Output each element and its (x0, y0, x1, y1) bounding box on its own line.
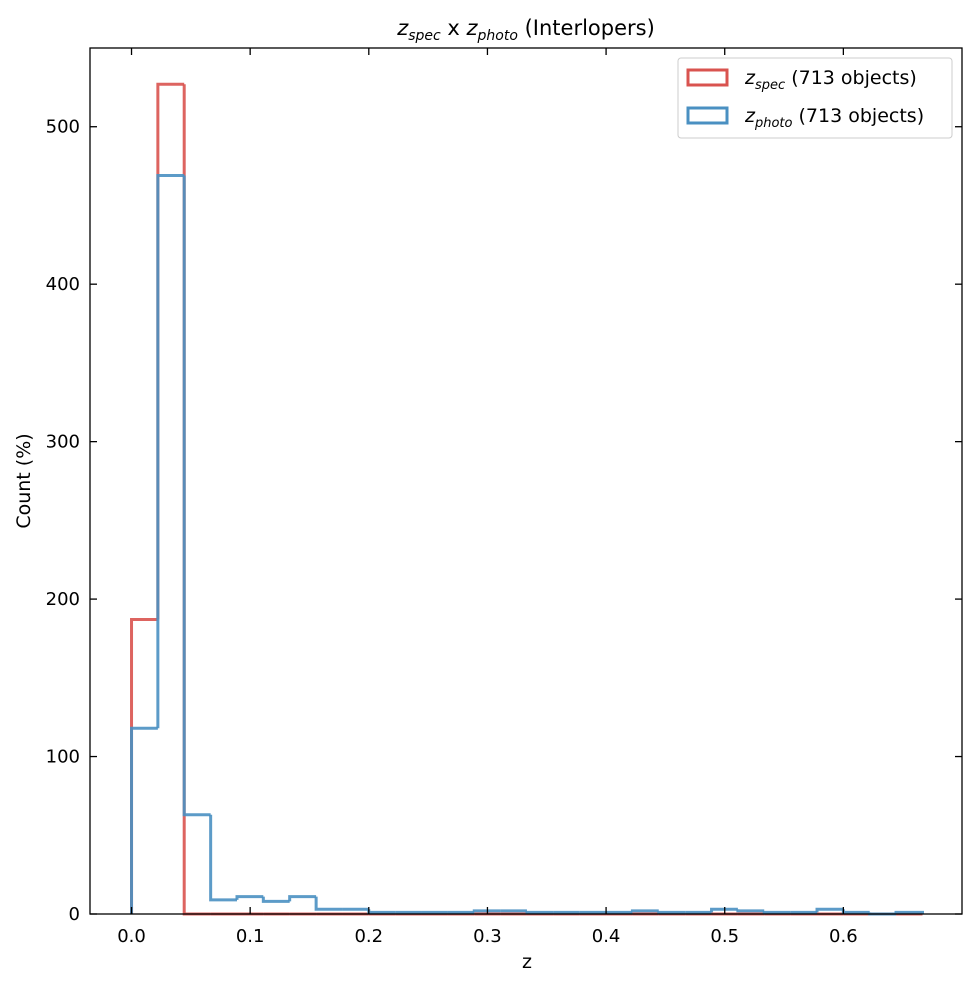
histogram-bin (182, 175, 211, 817)
histogram-bin (657, 910, 686, 914)
y-tick-label: 100 (46, 747, 80, 768)
axes-frame (89, 47, 963, 915)
y-axis-label: Count (%) (13, 433, 35, 528)
x-tick-label: 0.0 (117, 926, 146, 947)
x-tick-label: 0.2 (354, 926, 383, 947)
y-tick-label: 0 (69, 904, 80, 925)
histogram-bin (288, 895, 317, 902)
legend-label-photo: zphoto (713 objects) (744, 105, 924, 131)
histogram-bin (736, 909, 765, 913)
x-tick-label: 0.1 (236, 926, 265, 947)
histogram-bin (525, 910, 554, 914)
histogram-bin (182, 84, 211, 916)
x-tick-label: 0.3 (473, 926, 502, 947)
histogram-bin (314, 896, 343, 911)
series-photo (130, 174, 924, 916)
chart-title: zspec x zphoto (Interlopers) (396, 16, 655, 44)
legend: zspec (713 objects) zphoto (713 objects) (677, 57, 953, 139)
histogram-bin (841, 909, 870, 914)
tick-layer: 0.0 0.1 0.2 0.3 0.4 0.5 0.6 0 100 200 300 400 500 (46, 48, 962, 947)
legend-box (677, 57, 953, 139)
histogram-bin (815, 907, 844, 913)
x-tick-label: 0.4 (592, 926, 621, 947)
histogram-bin (762, 910, 791, 914)
histogram-bin (630, 909, 659, 913)
histogram-bin (367, 909, 396, 914)
histogram-bin (894, 910, 924, 914)
y-tick-label: 200 (46, 589, 80, 610)
histogram-bin (472, 909, 501, 913)
histogram-bin (156, 174, 185, 729)
histogram-bin (156, 82, 185, 620)
legend-swatch-spec (686, 68, 729, 87)
histogram-bin (235, 895, 264, 900)
histogram-bin (209, 814, 237, 902)
x-tick-label: 0.5 (710, 926, 739, 947)
legend-label-spec: zspec (713 objects) (744, 67, 917, 93)
series-spec (130, 82, 923, 916)
legend-swatch-photo (686, 106, 729, 125)
histogram-bin (130, 726, 158, 914)
y-tick-label: 500 (46, 117, 80, 138)
y-tick-label: 300 (46, 432, 80, 453)
series-layer (130, 82, 924, 916)
y-tick-label: 400 (46, 274, 80, 295)
x-axis-label: z (522, 951, 532, 973)
histogram-bin (261, 896, 290, 903)
histogram-bin (130, 618, 158, 914)
histogram-bin (710, 907, 738, 913)
x-tick-label: 0.6 (829, 926, 858, 947)
